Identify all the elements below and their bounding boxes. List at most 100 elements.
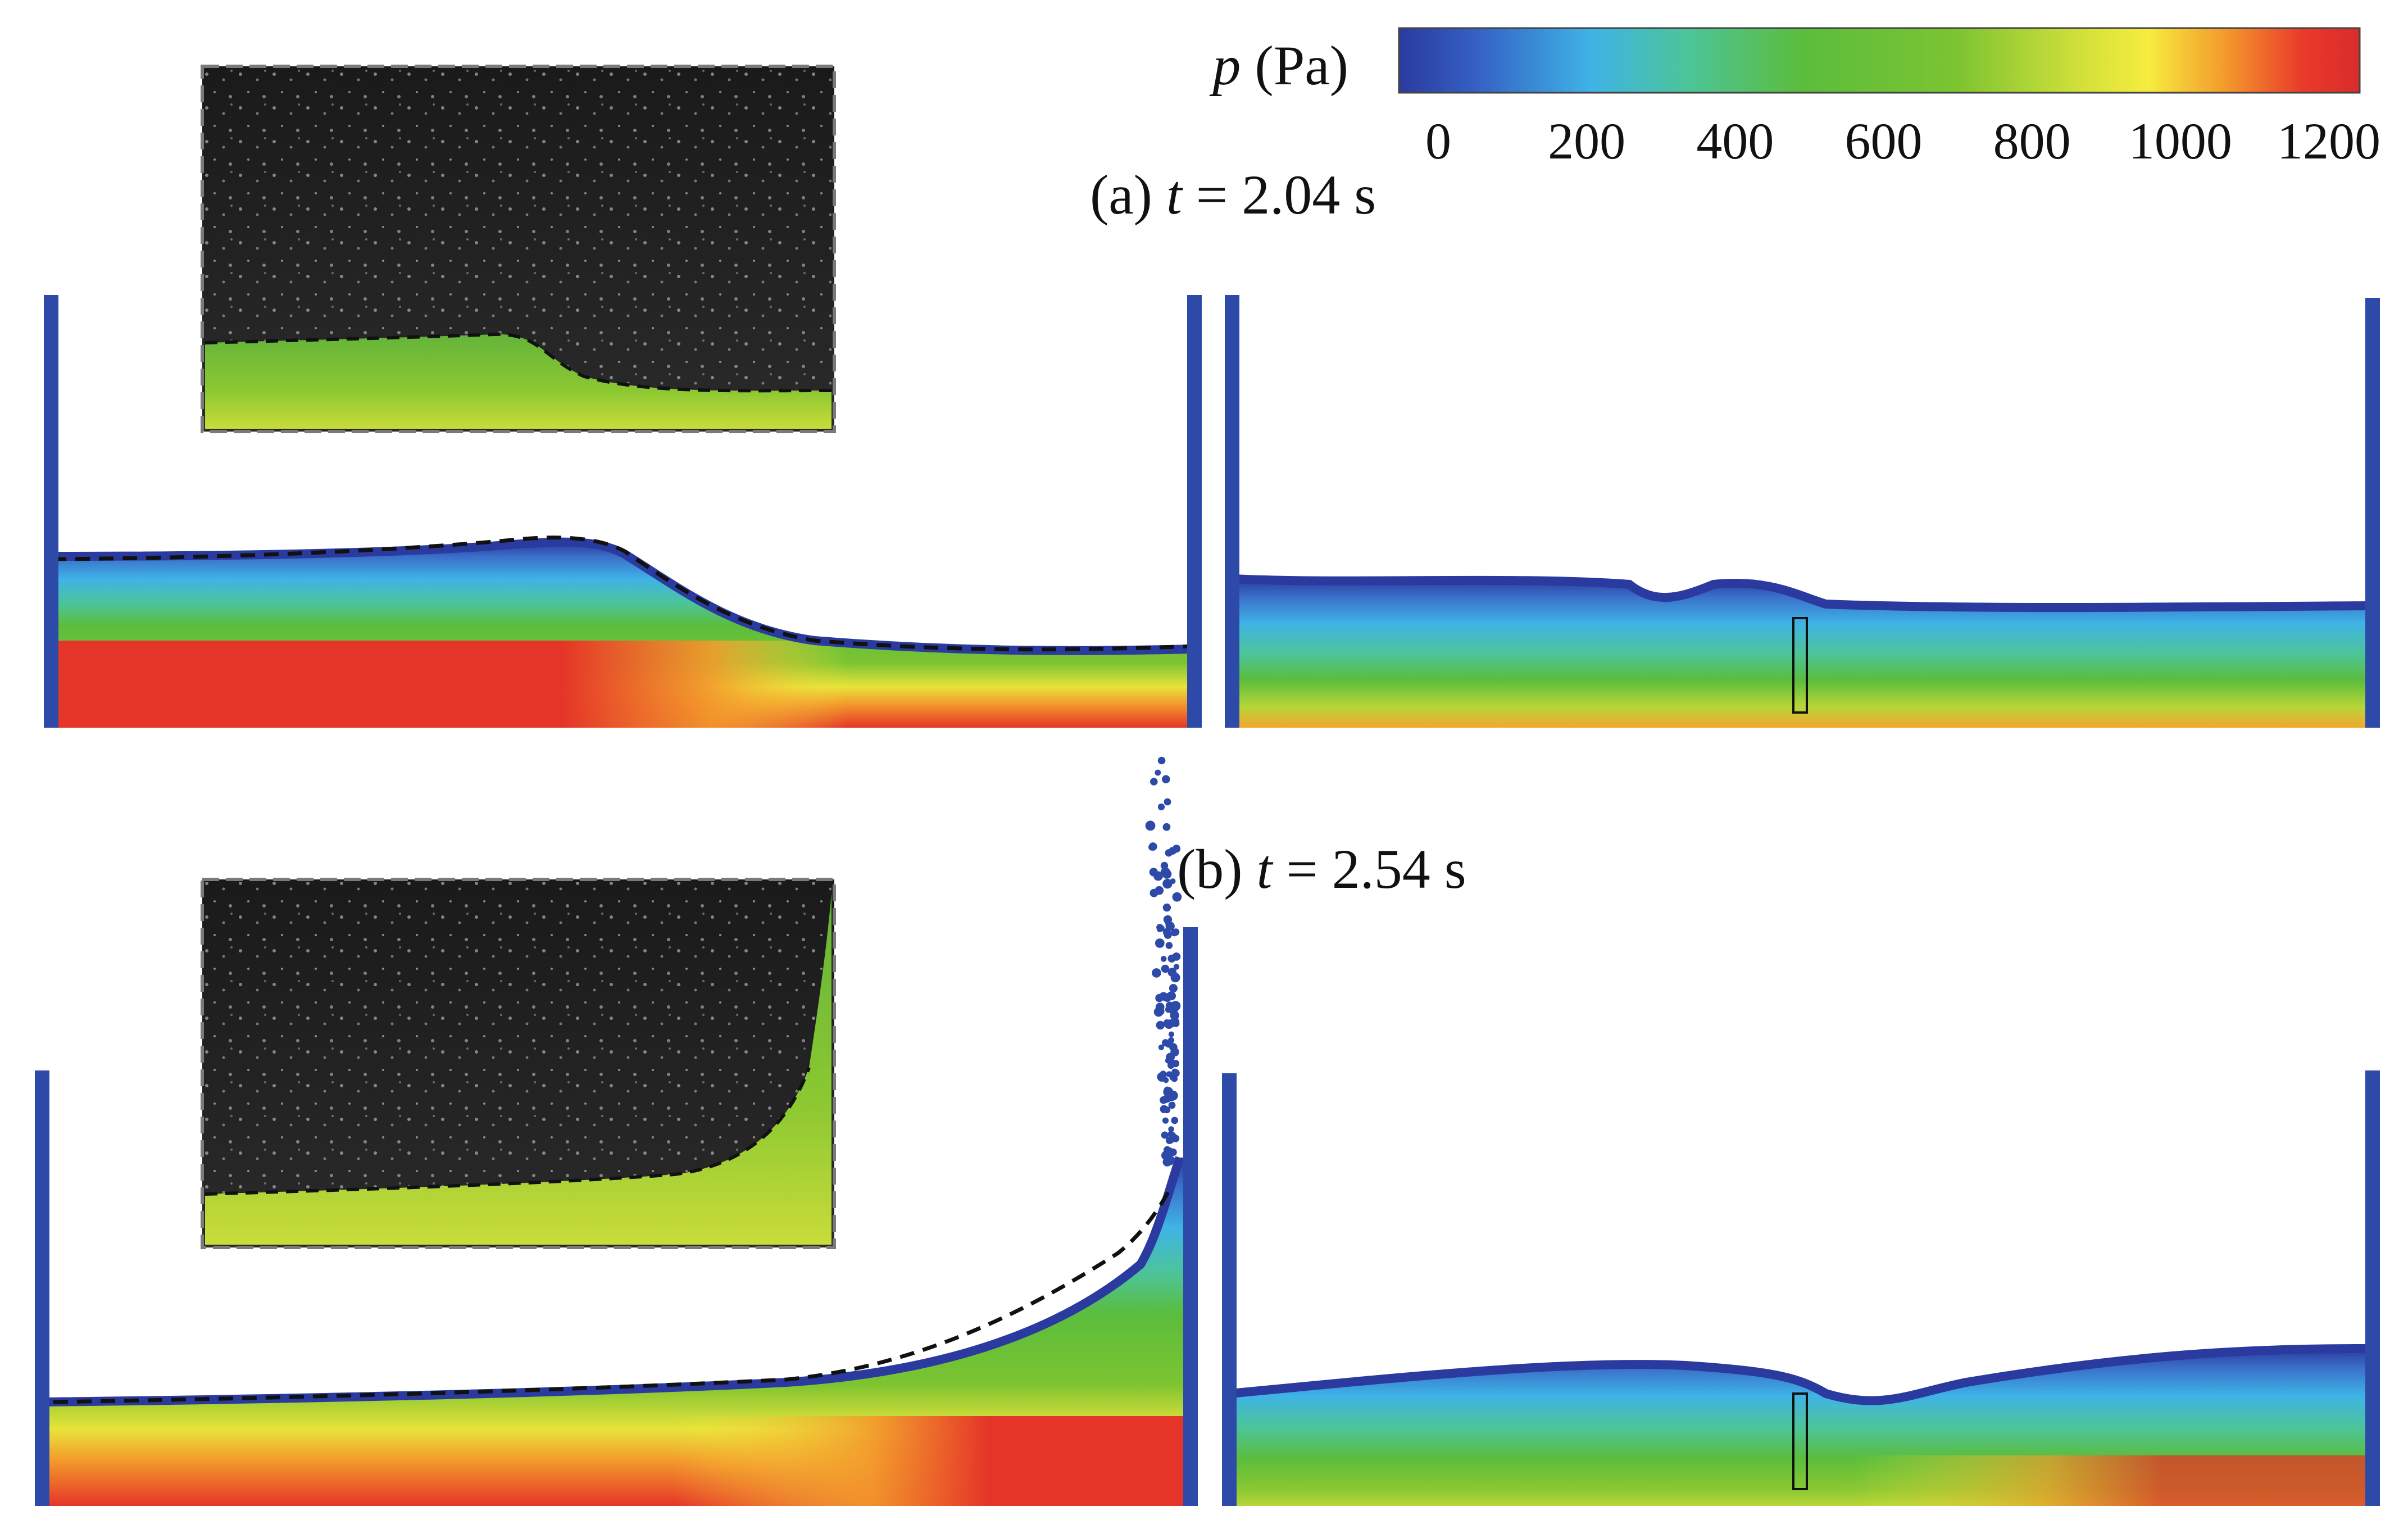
colorbar: p (Pa) 0 200 400 600 800 1000 1200 — [1209, 27, 2380, 170]
colorbar-tick-label: 200 — [1548, 112, 1625, 170]
splash-droplet — [1163, 1077, 1169, 1083]
splash-droplet — [1170, 1001, 1181, 1011]
panel-a-right-simulation — [1225, 295, 2380, 728]
splash-droplet — [1162, 1039, 1170, 1047]
splash-droplet — [1167, 968, 1177, 977]
panel-b-time-value: = 2.54 s — [1272, 838, 1466, 900]
tank-wall-right — [1187, 295, 1202, 728]
splash-droplet — [1165, 849, 1173, 857]
splash-droplet — [1170, 1009, 1178, 1018]
panel-b-caption: (b) t = 2.54 s — [1177, 838, 1466, 900]
tank-wall-left — [35, 1070, 49, 1506]
splash-droplet — [1165, 942, 1173, 949]
colorbar-tick-label: 1000 — [2129, 112, 2232, 170]
photo-fluid — [205, 334, 832, 429]
tank-wall-left — [44, 295, 58, 728]
splash-droplet — [1148, 843, 1155, 851]
panel-a-time-symbol: t — [1166, 164, 1183, 226]
colorbar-unit: (Pa) — [1241, 34, 1348, 97]
colorbar-tick-label: 1200 — [2277, 112, 2380, 170]
splash-droplet — [1160, 1096, 1167, 1104]
photo-profile-dashed — [205, 1067, 811, 1196]
splash-droplet — [1162, 869, 1172, 879]
splash-droplet — [1172, 892, 1182, 902]
splash-droplet — [1165, 920, 1171, 926]
splash-droplet — [1165, 1058, 1171, 1064]
panel-a-left-simulation — [44, 295, 1202, 728]
colorbar-title: p (Pa) — [1209, 34, 1348, 97]
splash-droplet — [1173, 964, 1180, 970]
splash-droplet — [1169, 984, 1178, 993]
splash-droplet — [1162, 1117, 1169, 1124]
panel-b-prefix: (b) — [1177, 838, 1257, 900]
panel-b-photo-inset — [201, 878, 836, 1249]
splash-droplet — [1167, 1061, 1175, 1069]
splash-droplet — [1150, 778, 1158, 786]
tank-wall-right — [1183, 927, 1198, 1506]
colorbar-tick-label: 0 — [1425, 112, 1451, 170]
tank-wall-left — [1222, 1073, 1237, 1506]
splash-droplet — [1168, 1031, 1174, 1037]
tank-wall-right — [2365, 298, 2380, 728]
splash-droplet — [1155, 1002, 1165, 1012]
splash-droplet — [1164, 1106, 1171, 1114]
splash-droplet — [1168, 1126, 1174, 1132]
splash-droplet — [1155, 993, 1164, 1002]
splash-droplet — [1157, 756, 1166, 765]
panel-b-left-simulation — [35, 756, 1198, 1506]
splash-droplet — [1168, 1101, 1176, 1109]
panel-b-time-symbol: t — [1257, 838, 1274, 900]
splash-droplet — [1162, 879, 1173, 889]
splash-droplet — [1169, 1132, 1176, 1139]
experiment-profile-dashed — [51, 536, 1194, 652]
splash-droplet — [1162, 993, 1172, 1002]
colorbar-ticks: 0 200 400 600 800 1000 1200 — [1425, 112, 2380, 170]
panel-a-photo-inset — [201, 65, 836, 433]
splash-droplet — [1160, 956, 1167, 962]
splash-droplet — [1169, 1043, 1178, 1051]
free-surface — [1233, 574, 2369, 612]
baffle-plate — [1792, 1392, 1808, 1490]
splash-droplets — [1145, 756, 1182, 1167]
photo-profile-dashed — [205, 332, 832, 393]
splash-droplet — [1162, 903, 1171, 912]
baffle-plate — [1792, 617, 1808, 714]
splash-droplet — [1155, 938, 1165, 948]
panel-b-right-simulation — [1222, 1070, 2380, 1506]
panel-a-time-value: = 2.04 s — [1182, 164, 1376, 226]
splash-droplet — [1162, 775, 1170, 783]
splash-droplet — [1158, 1044, 1164, 1050]
colorbar-tick-label: 400 — [1696, 112, 1774, 170]
splash-droplet — [1160, 861, 1169, 870]
splash-droplet — [1145, 820, 1156, 831]
splash-droplet — [1164, 798, 1171, 806]
splash-droplet — [1171, 1075, 1178, 1082]
splash-droplet — [1170, 929, 1178, 937]
high-pressure-zone — [37, 1416, 1197, 1506]
splash-droplet — [1157, 803, 1165, 811]
splash-droplet — [1153, 871, 1163, 881]
colorbar-tick-label: 800 — [1993, 112, 2071, 170]
tank-wall-left — [1225, 295, 1239, 728]
splash-droplet — [1171, 1068, 1179, 1076]
splash-droplet — [1150, 888, 1158, 897]
photo-fluid — [205, 893, 832, 1245]
splash-droplet — [1162, 1157, 1172, 1167]
splash-droplet — [1168, 1019, 1177, 1027]
fluid-body — [1225, 579, 2368, 728]
panel-a-caption: (a) t = 2.04 s — [1090, 164, 1376, 226]
splash-droplet — [1152, 968, 1161, 978]
splash-droplet — [1166, 1147, 1173, 1154]
splash-droplet — [1167, 954, 1176, 963]
splash-droplet — [1168, 1037, 1175, 1043]
free-surface — [1230, 1344, 2369, 1405]
high-pressure-zone — [1222, 1455, 2368, 1506]
panel-a-prefix: (a) — [1090, 164, 1166, 226]
colorbar-symbol: p — [1209, 34, 1241, 97]
colorbar-gradient — [1398, 27, 2361, 94]
splash-droplet — [1166, 1071, 1173, 1077]
splash-droplet — [1162, 823, 1171, 831]
colorbar-tick-label: 600 — [1845, 112, 1923, 170]
splash-droplet — [1165, 1093, 1174, 1101]
